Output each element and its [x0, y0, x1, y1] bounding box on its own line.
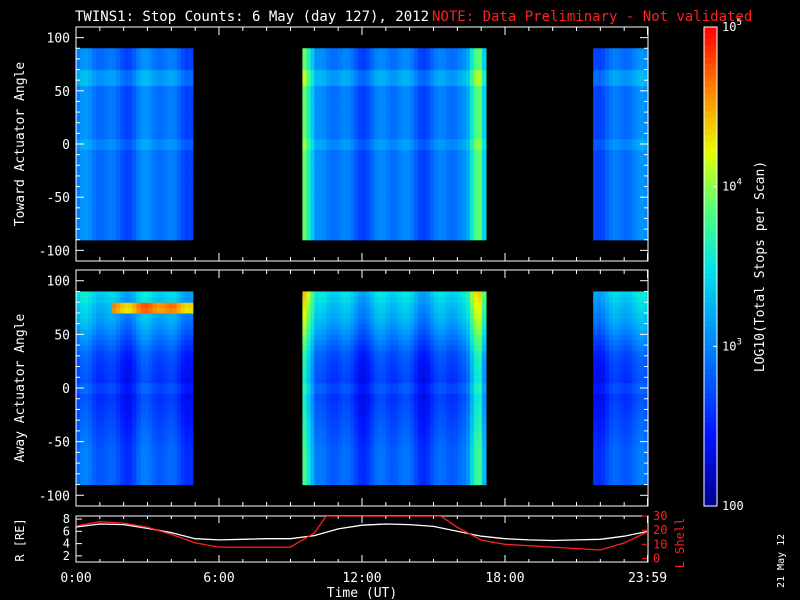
side-date: 21 May 12	[776, 534, 787, 588]
y-tick-label: -50	[47, 436, 70, 451]
colorbar-tick-label: 103	[722, 337, 742, 353]
y-tick-label: -50	[47, 191, 70, 206]
right-tick-label: 0	[653, 551, 660, 565]
away-angle-panel: -100 -50 0 50 100 Away Actuator Angle	[13, 269, 649, 507]
colorbar-tick-label: 104	[722, 178, 742, 194]
preliminary-note: NOTE: Data Preliminary - Not validated	[432, 9, 752, 25]
x-tick-label: 6:00	[203, 571, 234, 586]
right-tick-label: 10	[653, 537, 667, 551]
y-tick-label: 100	[47, 32, 70, 47]
left-tick-label: 4	[63, 537, 70, 551]
right-tick-label: 30	[653, 509, 667, 523]
chart-title: TWINS1: Stop Counts: 6 May (day 127), 20…	[75, 9, 429, 25]
right-axis-label: L Shell	[673, 518, 687, 569]
right-tick-label: 20	[653, 523, 667, 537]
x-tick-label: 18:00	[485, 571, 524, 586]
left-tick-label: 6	[63, 524, 70, 538]
y-axis-label: Toward Actuator Angle	[13, 62, 28, 227]
colorbar: 100 103 104 105 LOG10(Total Stops per Scan)	[703, 18, 768, 513]
l-shell-line	[76, 516, 648, 551]
x-axis-label: Time (UT)	[327, 586, 397, 600]
data-segment	[302, 48, 487, 241]
y-tick-label: -100	[39, 489, 70, 504]
y-tick-label: 0	[62, 138, 70, 153]
data-segment	[76, 48, 194, 241]
data-segment	[302, 291, 487, 486]
y-tick-label: 50	[54, 85, 70, 100]
y-tick-label: -100	[39, 244, 70, 259]
y-tick-label: 100	[47, 275, 70, 290]
colorbar-tick-label: 100	[722, 499, 744, 513]
y-tick-label: 50	[54, 328, 70, 343]
left-tick-label: 8	[63, 512, 70, 526]
y-axis-label: Away Actuator Angle	[13, 313, 28, 462]
colorbar-label: LOG10(Total Stops per Scan)	[753, 161, 768, 372]
x-tick-label: 12:00	[342, 571, 381, 586]
left-tick-label: 2	[63, 549, 70, 563]
data-segment	[593, 48, 649, 241]
colorbar-tick-label: 105	[722, 18, 742, 34]
data-segment	[76, 291, 194, 486]
x-tick-label: 0:00	[60, 571, 91, 586]
y-tick-label: 0	[62, 382, 70, 397]
toward-angle-panel: -100 -50 0 50 100 Toward Actuator Angle	[13, 26, 649, 262]
r-line	[76, 523, 648, 542]
orbit-frame	[75, 515, 649, 563]
data-segment	[593, 291, 649, 486]
x-tick-label: 23:59	[628, 571, 667, 586]
left-axis-label: R [RE]	[13, 518, 27, 561]
